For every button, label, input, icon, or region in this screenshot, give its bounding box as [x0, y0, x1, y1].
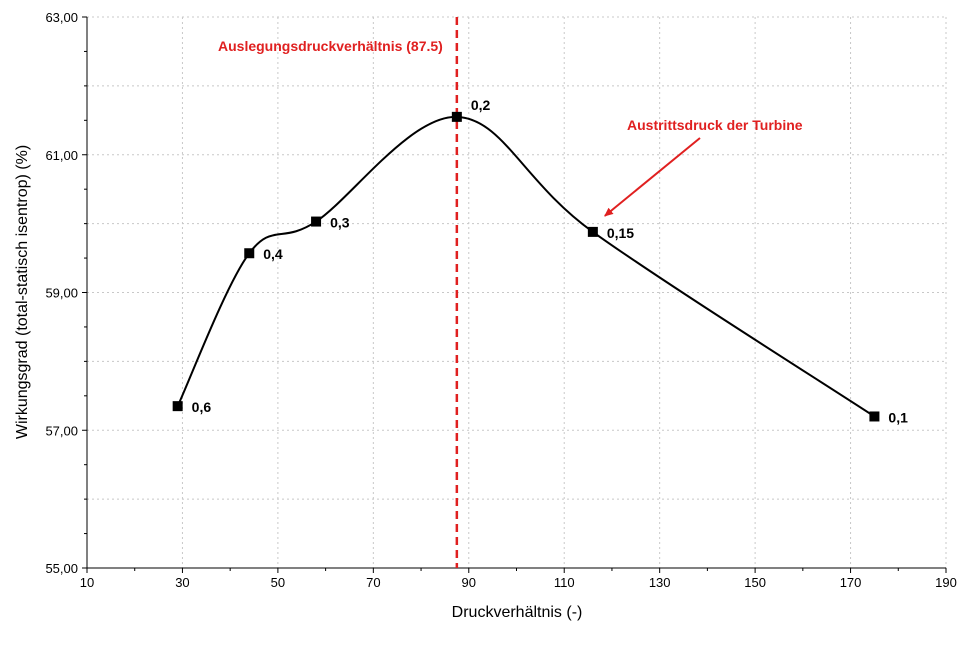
data-point-label: 0,6 — [192, 399, 212, 415]
x-axis-title: Druckverhältnis (-) — [452, 604, 583, 621]
y-tick-label: 63,00 — [45, 10, 78, 25]
x-tick-label: 110 — [554, 575, 575, 590]
x-tick-label: 30 — [175, 575, 189, 590]
data-point-marker — [244, 248, 255, 259]
data-point-marker — [451, 111, 462, 122]
y-tick-label: 59,00 — [45, 286, 78, 301]
efficiency-curve — [176, 115, 875, 418]
x-tick-label: 190 — [935, 575, 957, 590]
data-point-label: 0,1 — [888, 409, 908, 425]
x-tick-label: 10 — [80, 575, 94, 590]
annotation-arrow — [604, 137, 701, 217]
x-tick-label: 170 — [840, 575, 862, 590]
y-tick-label: 61,00 — [45, 148, 78, 163]
x-tick-label: 50 — [271, 575, 285, 590]
grid — [87, 16, 947, 568]
ticks: 10 30 50 70 90 110 130 150 170 190 55,00 57,00 59,00… — [45, 10, 956, 590]
data-point-marker — [172, 401, 183, 412]
data-point-label: 0,4 — [263, 246, 283, 262]
x-tick-label: 70 — [366, 575, 380, 590]
y-tick-label: 55,00 — [45, 561, 78, 576]
data-point-label: 0,3 — [330, 215, 350, 231]
annotation-text: Austrittsdruck der Turbine — [627, 117, 803, 133]
point-labels: 0,6 0,4 0,3 0,2 0,15 0,1 — [192, 97, 908, 426]
series — [172, 111, 880, 422]
x-tick-label: 150 — [744, 575, 766, 590]
data-point-marker — [869, 411, 880, 422]
data-point-label: 0,2 — [471, 97, 491, 113]
data-point-label: 0,15 — [607, 225, 634, 241]
design-line: Auslegungsdruckverhältnis (87.5) — [218, 17, 459, 568]
annotations: Austrittsdruck der Turbine — [604, 117, 803, 217]
y-tick-label: 57,00 — [45, 423, 78, 438]
data-point-marker — [311, 216, 322, 227]
design-line-label: Auslegungsdruckverhältnis (87.5) — [218, 38, 443, 54]
data-point-marker — [587, 226, 598, 237]
x-tick-label: 90 — [462, 575, 476, 590]
x-tick-label: 130 — [649, 575, 671, 590]
y-axis-title: Wirkungsgrad (total-statisch isentrop) (… — [14, 145, 31, 439]
